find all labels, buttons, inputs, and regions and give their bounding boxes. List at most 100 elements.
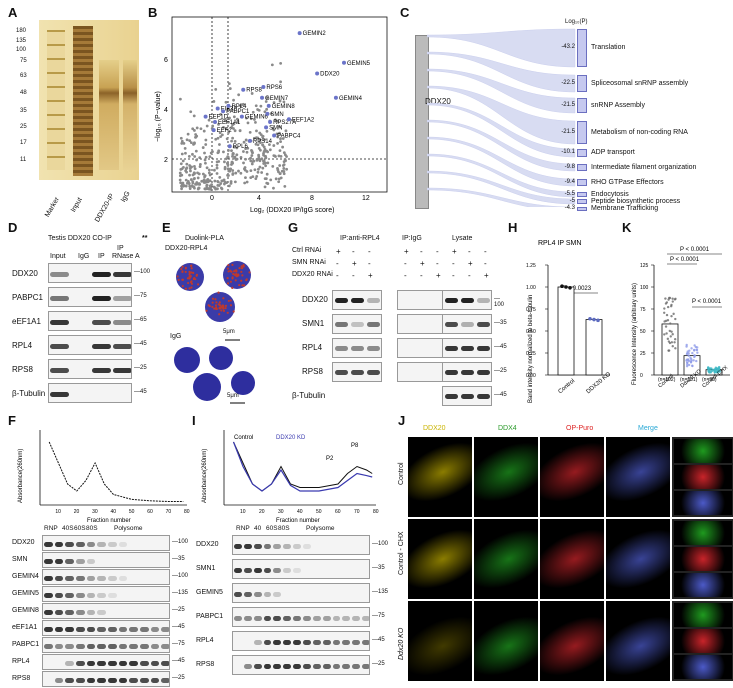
pla-dot — [218, 304, 222, 307]
scatter-point — [274, 177, 278, 181]
band — [86, 677, 96, 683]
protein-label: GEMIN5 — [347, 61, 371, 67]
scatter-point — [213, 179, 217, 183]
panel-label-h: H — [508, 220, 518, 235]
blot-strip — [232, 535, 370, 555]
band — [461, 298, 474, 303]
band — [367, 370, 380, 375]
scatter-point — [281, 145, 285, 149]
mw-label: —135 — [372, 589, 389, 595]
band — [362, 639, 369, 645]
scatter-point — [233, 139, 237, 143]
x-tick: 60 — [147, 509, 153, 515]
band — [86, 660, 96, 666]
data-point — [685, 343, 688, 347]
marker-label: 17 — [20, 140, 27, 146]
panel-g: IP:anti-RPL4 IP:IgG Lysate Ctrl RNAi SMN… — [292, 235, 507, 410]
scatter-point — [230, 149, 233, 153]
scatter-point — [256, 108, 260, 111]
scatter-point — [271, 127, 275, 131]
band — [293, 567, 301, 573]
y-tick: 6 — [164, 57, 168, 64]
band — [234, 615, 242, 621]
band — [243, 615, 252, 621]
scatter-point — [242, 140, 246, 144]
band — [351, 370, 364, 375]
scatter-point — [271, 164, 275, 168]
protein-label: RPS8 — [196, 661, 215, 668]
scatter-point — [270, 63, 274, 67]
scatter-point — [231, 172, 235, 175]
band — [86, 575, 96, 581]
scatter-point — [263, 177, 267, 181]
band — [76, 575, 85, 581]
scatter-point — [195, 182, 199, 186]
scatter-point — [215, 163, 219, 167]
enrichment-fan — [427, 28, 576, 207]
x-tick: Control — [558, 378, 577, 395]
flow-band — [427, 102, 576, 158]
channel-label: DDX20 — [423, 425, 446, 432]
inset-tile — [674, 465, 732, 489]
x-tick: 80 — [373, 509, 379, 515]
scatter-point — [278, 99, 282, 103]
n-label: (n=102) — [658, 377, 676, 383]
band — [263, 591, 272, 597]
inset-tile — [674, 603, 732, 627]
panel-d: Testis DDX20 CO-IP ** IP Input IgG IP RN… — [12, 235, 162, 410]
pla-dot — [189, 281, 193, 284]
treatment-label: Ctrl RNAi — [292, 247, 322, 254]
pla-dot — [181, 284, 184, 288]
panel-label-i: I — [192, 413, 196, 428]
data-point — [710, 367, 713, 370]
scatter-point — [188, 139, 192, 143]
band — [140, 643, 149, 649]
profile-chart-i: Absorbance(260nm) Fraction number Contro… — [202, 430, 379, 524]
panel-label-f: F — [8, 413, 16, 428]
scatter-point — [265, 129, 269, 133]
protein-label: eEF1A1 — [12, 624, 38, 631]
scatter-point — [188, 184, 192, 188]
scatter-point — [209, 151, 213, 155]
band — [44, 541, 53, 547]
treatment-sign: - — [404, 259, 407, 268]
pla-dot — [190, 264, 193, 267]
pla-dot — [231, 286, 234, 290]
lane-label: IP — [98, 253, 105, 260]
scatter-point — [255, 129, 258, 133]
band — [54, 558, 64, 564]
band — [461, 346, 474, 351]
mw-label: —65 — [134, 317, 147, 323]
scatter-point — [243, 166, 247, 169]
p-value: P < 0.0001 — [692, 299, 722, 305]
protein-label: DDX20 — [302, 295, 328, 304]
scatter-point — [282, 167, 286, 170]
scatter-point — [204, 155, 208, 159]
enrichment-bar — [577, 199, 587, 204]
band — [54, 592, 64, 598]
bar-chart-k: Fluorescence Intensity (arbitrary units)… — [632, 247, 730, 389]
band — [140, 626, 149, 632]
band — [50, 319, 69, 325]
protein-label: eEF1A1 — [12, 317, 41, 326]
x-tick: 0 — [210, 195, 214, 202]
scatter-point — [279, 140, 282, 144]
scatter-point — [264, 149, 267, 153]
band — [129, 660, 138, 666]
treatment-sign: - — [436, 259, 439, 268]
lane-label: RNase A — [112, 253, 140, 260]
highlight-point — [264, 125, 269, 130]
tissue-signal — [474, 519, 538, 599]
scatter-point — [189, 141, 193, 144]
band — [303, 639, 311, 645]
panel-e: Duolink-PLA DDX20-RPL4 5μm IgG 5μm — [165, 235, 285, 410]
x-tick: 30 — [278, 509, 284, 515]
scatter-point — [180, 184, 184, 188]
group-label: IP:anti-RPL4 — [340, 235, 380, 242]
band — [54, 575, 64, 581]
scatter-point — [180, 187, 183, 191]
protein-label: RPS8 — [246, 88, 262, 94]
y-tick: 2 — [164, 157, 168, 164]
blot-strip — [48, 383, 132, 403]
band — [253, 567, 262, 573]
